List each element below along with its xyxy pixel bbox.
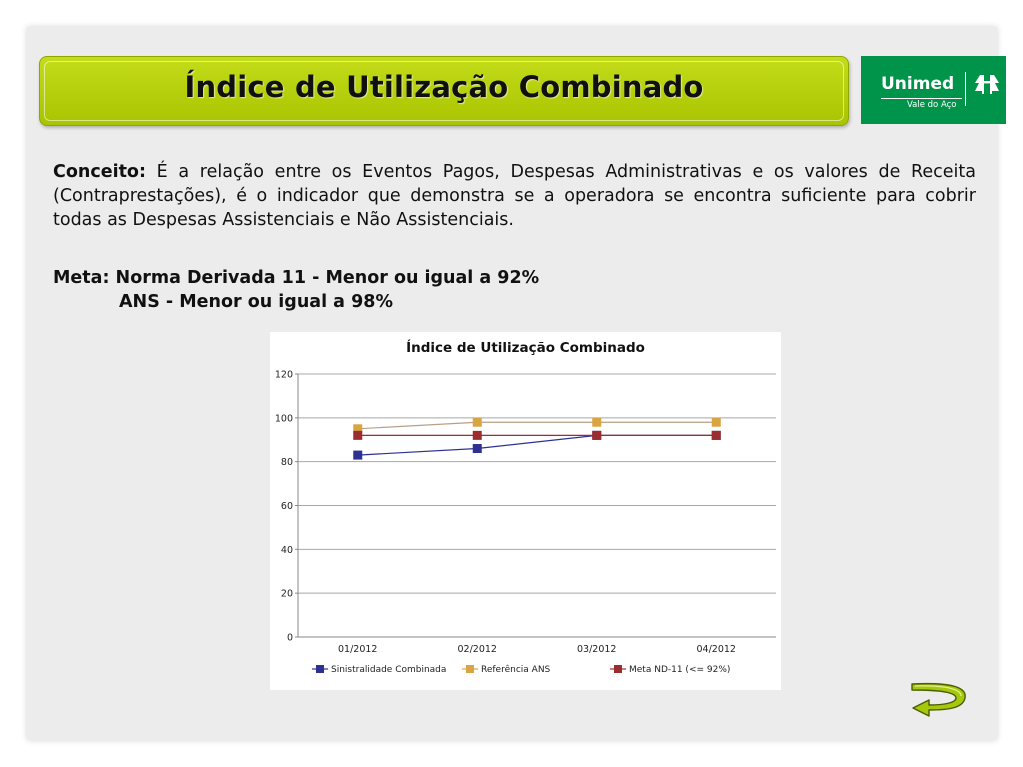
x-tick-label: 04/2012 (697, 644, 736, 655)
meta-block: Meta: Norma Derivada 11 - Menor ou igual… (53, 266, 539, 314)
unimed-logo: Unimed Vale do Aço (861, 56, 1006, 124)
legend-marker (614, 665, 622, 673)
legend-marker (316, 665, 324, 673)
y-tick-label: 40 (281, 545, 293, 556)
concept-paragraph: Conceito: É a relação entre os Eventos P… (53, 160, 976, 232)
page-title: Índice de Utilização Combinado (184, 70, 704, 104)
concept-label: Conceito: (53, 162, 146, 182)
line-chart: 0 20 40 60 80 100 120 01/2012 02/2012 03/2012 04/2… (275, 370, 776, 675)
data-point (592, 430, 602, 440)
concept-text: É a relação entre os Eventos Pagos, Desp… (53, 162, 976, 230)
legend-marker (466, 665, 474, 673)
y-tick-label: 120 (275, 370, 293, 381)
data-point (353, 430, 363, 440)
data-point (711, 417, 721, 427)
y-tick-label: 100 (275, 413, 293, 424)
x-tick-label: 01/2012 (338, 644, 377, 655)
data-point (472, 417, 482, 427)
curved-return-arrow-icon[interactable] (909, 680, 969, 720)
data-point (353, 424, 363, 434)
meta-line-1: Meta: Norma Derivada 11 - Menor ou igual… (53, 268, 540, 288)
y-tick-label: 80 (281, 457, 293, 468)
x-tick-label: 03/2012 (577, 644, 616, 655)
logo-subtitle: Vale do Aço (907, 100, 957, 110)
legend-label: Referência ANS (481, 664, 551, 675)
series-line (357, 434, 717, 456)
chart-title: Índice de Utilização Combinado (406, 340, 645, 356)
data-point (472, 444, 482, 454)
data-point (711, 430, 721, 440)
data-point (592, 417, 602, 427)
meta-line-2: ANS - Menor ou igual a 98% (119, 292, 393, 312)
title-banner: Índice de Utilização Combinado (39, 56, 849, 126)
data-point (353, 450, 363, 460)
x-tick-label: 02/2012 (458, 644, 497, 655)
chart-container: Índice de Utilização Combinado 0 20 40 60 80… (270, 332, 781, 690)
unimed-tree-icon (975, 75, 999, 94)
logo-name: Unimed (881, 74, 955, 94)
series-line (357, 421, 717, 430)
y-tick-label: 0 (287, 633, 293, 644)
y-tick-label: 60 (281, 501, 293, 512)
legend-label: Meta ND-11 (<= 92%) (629, 665, 730, 675)
legend-label: Sinistralidade Combinada (331, 665, 446, 675)
y-tick-label: 20 (281, 589, 293, 600)
data-point (472, 430, 482, 440)
